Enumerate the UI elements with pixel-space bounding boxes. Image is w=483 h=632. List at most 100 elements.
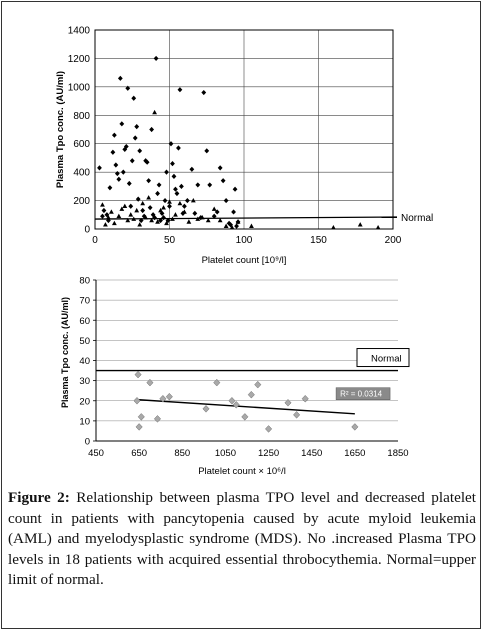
chart-1-point-diamond bbox=[101, 207, 107, 214]
chart-2-point bbox=[284, 398, 292, 407]
chart-2-y-tick-label: 60 bbox=[79, 316, 90, 327]
chart-1-point-triangle bbox=[173, 212, 178, 217]
chart-1-point-triangle bbox=[111, 220, 117, 226]
chart-1-point-diamond bbox=[232, 186, 238, 192]
chart-2-point bbox=[241, 413, 249, 421]
chart-2-r2-label: R² = 0.0314 bbox=[340, 390, 383, 399]
chart-2-y-tick-label: 10 bbox=[79, 416, 90, 427]
chart-1-point-diamond bbox=[117, 75, 123, 81]
chart-1-point-diamond bbox=[107, 185, 113, 191]
chart-1-point-diamond bbox=[140, 207, 146, 214]
chart-1-x-axis-label: Platelet count [10⁹/l] bbox=[202, 255, 287, 266]
chart-1-point-diamond bbox=[195, 182, 201, 188]
figure-caption: Figure 2: Relationship between plasma TP… bbox=[8, 488, 476, 591]
chart-2-point bbox=[265, 425, 273, 433]
chart-2-x-axis-label: Platelet count × 10⁶/l bbox=[198, 466, 286, 477]
chart-1-point-diamond bbox=[126, 180, 132, 187]
chart-2-x-tick-label: 450 bbox=[88, 448, 104, 459]
chart-2-point bbox=[351, 423, 359, 431]
chart-1-y-tick-label: 600 bbox=[73, 139, 90, 150]
chart-1-point-triangle bbox=[158, 207, 163, 213]
chart-1-point-diamond bbox=[131, 95, 137, 101]
chart-2-point bbox=[134, 370, 142, 379]
chart-1-point-diamond bbox=[217, 165, 223, 171]
chart-1-point-triangle bbox=[167, 199, 172, 204]
chart-1-point-triangle bbox=[357, 222, 363, 227]
chart-1-point-diamond bbox=[137, 148, 143, 154]
chart-1-x-tick-label: 150 bbox=[310, 235, 327, 246]
chart-2-x-tick-label: 1050 bbox=[215, 448, 236, 459]
chart-1-point-triangle bbox=[119, 206, 125, 211]
chart-1-axes bbox=[94, 29, 394, 230]
chart-2-y-tick-label: 40 bbox=[79, 356, 90, 367]
chart-2: 0 10 20 30 40 50 60 70 80 450 650 850 1050 1250 1450 16… bbox=[60, 276, 410, 477]
chart-1-x-tick-label: 50 bbox=[164, 235, 176, 246]
chart-1-point-diamond bbox=[116, 176, 122, 182]
chart-1-x-tick-label: 0 bbox=[92, 235, 98, 246]
chart-2-point bbox=[137, 413, 145, 421]
chart-1-point-diamond bbox=[100, 213, 105, 219]
chart-2-point bbox=[228, 396, 236, 405]
chart-2-point bbox=[232, 401, 240, 409]
chart-1-point-triangle bbox=[152, 109, 157, 115]
chart-2-normal-box bbox=[356, 348, 410, 368]
chart-1-point-triangle bbox=[161, 205, 166, 210]
chart-2-point bbox=[301, 394, 309, 403]
chart-2-y-tick-label: 80 bbox=[79, 276, 90, 287]
chart-1-point-diamond bbox=[204, 148, 210, 154]
chart-1-point-diamond bbox=[123, 143, 129, 150]
chart-1-point-diamond bbox=[147, 205, 153, 211]
chart-1-point-triangle bbox=[103, 222, 108, 227]
chart-1-point-diamond bbox=[144, 159, 150, 165]
chart-2-x-tick-label: 1450 bbox=[301, 448, 322, 459]
chart-1-point-triangle bbox=[125, 217, 131, 223]
chart-1-point-diamond bbox=[174, 190, 180, 197]
chart-1-point-diamond bbox=[182, 203, 187, 209]
chart-2-tick-labels: 0 10 20 30 40 50 60 70 80 450 650 850 1050 1250 1450 16… bbox=[79, 276, 408, 460]
chart-1-point-triangle bbox=[182, 209, 187, 214]
chart-1-point-diamond bbox=[173, 186, 178, 192]
chart-1-point-diamond bbox=[231, 209, 236, 215]
chart-1-point-triangle bbox=[146, 195, 152, 200]
chart-1-point-diamond bbox=[134, 124, 140, 130]
chart-1-point-diamond bbox=[156, 182, 162, 188]
chart-2-trend-line bbox=[139, 399, 355, 415]
chart-2-y-tick-label: 30 bbox=[79, 376, 90, 387]
chart-1-y-tick-label: 1200 bbox=[68, 54, 91, 65]
figure-caption-text: Relationship between plasma TPO level an… bbox=[8, 489, 476, 588]
chart-1-point-diamond bbox=[184, 197, 190, 204]
chart-1-normal-label: Normal bbox=[401, 213, 433, 224]
chart-2-x-tick-label: 1850 bbox=[387, 448, 408, 459]
chart-1-point-diamond bbox=[125, 85, 131, 91]
chart-1-point-diamond bbox=[177, 87, 183, 93]
chart-1-point-diamond bbox=[159, 210, 165, 216]
chart-1-point-diamond bbox=[167, 203, 172, 209]
chart-1-point-diamond bbox=[207, 182, 213, 188]
chart-1-point-diamond bbox=[164, 169, 169, 175]
chart-1-point-triangle bbox=[140, 200, 146, 206]
figure-caption-label: Figure 2: bbox=[8, 489, 70, 506]
chart-1-point-triangle bbox=[229, 224, 235, 230]
chart-1-point-triangle bbox=[100, 202, 105, 207]
chart-1-point-diamond bbox=[162, 197, 168, 204]
chart-1-grid bbox=[95, 30, 393, 229]
chart-2-y-tick-label: 50 bbox=[79, 336, 90, 347]
chart-1-point-diamond bbox=[168, 141, 174, 147]
chart-1-point-diamond bbox=[153, 55, 159, 62]
chart-1-x-tick-label: 100 bbox=[236, 235, 253, 246]
chart-1-point-triangle bbox=[249, 223, 254, 228]
chart-1-point-triangle bbox=[205, 217, 211, 223]
chart-1-point-diamond bbox=[128, 203, 134, 209]
chart-1-point-diamond bbox=[171, 173, 177, 180]
chart-1-point-triangle bbox=[149, 217, 155, 223]
chart-1-tick-labels: 0 200 400 600 800 1000 1200 1400 0 50 100 150 200 bbox=[68, 26, 402, 247]
chart-1-point-diamond bbox=[119, 121, 125, 127]
chart-1-point-diamond bbox=[228, 222, 233, 228]
chart-2-point bbox=[135, 423, 143, 431]
chart-1-point-triangle bbox=[211, 206, 217, 211]
chart-1-point-diamond bbox=[192, 210, 198, 216]
chart-2-y-axis-label: Plasma Tpo conc. (AU/ml) bbox=[60, 297, 70, 408]
chart-1-point-diamond bbox=[114, 170, 120, 177]
chart-2-point bbox=[146, 378, 154, 387]
